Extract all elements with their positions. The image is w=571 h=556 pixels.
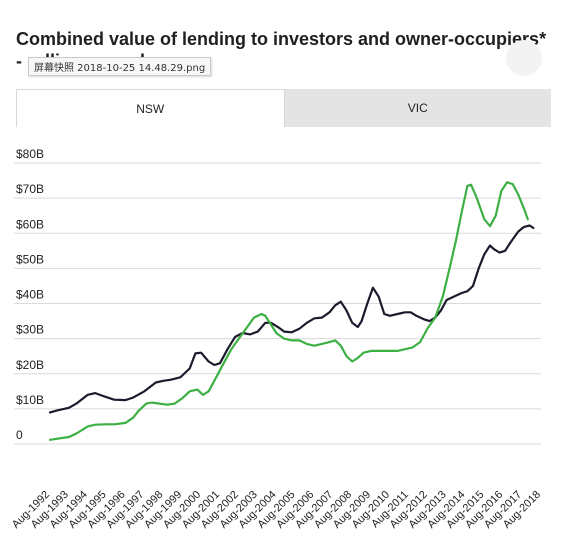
- y-tick-label: $20B: [16, 358, 44, 372]
- y-tick-label: $80B: [16, 147, 44, 161]
- tab-vic[interactable]: VIC: [407, 101, 428, 115]
- line-chart: 0$10B$20B$30B$40B$50B$60B$70B$80BAug-199…: [10, 147, 543, 531]
- region-tabs: NSW VIC: [16, 89, 551, 127]
- y-tick-label: $60B: [16, 217, 44, 231]
- tab-nsw[interactable]: NSW: [16, 89, 285, 127]
- y-tick-label: $70B: [16, 182, 44, 196]
- series-line-1: [48, 181, 529, 441]
- filename-tooltip: 屏幕快照 2018-10-25 14.48.29.png: [28, 57, 212, 76]
- y-tick-label: $30B: [16, 323, 44, 337]
- y-tick-label: $10B: [16, 393, 44, 407]
- y-tick-label: $50B: [16, 252, 44, 266]
- y-tick-label: 0: [16, 428, 23, 442]
- decorative-circle: [506, 40, 542, 76]
- series-line-0: [48, 224, 535, 414]
- y-tick-label: $40B: [16, 288, 44, 302]
